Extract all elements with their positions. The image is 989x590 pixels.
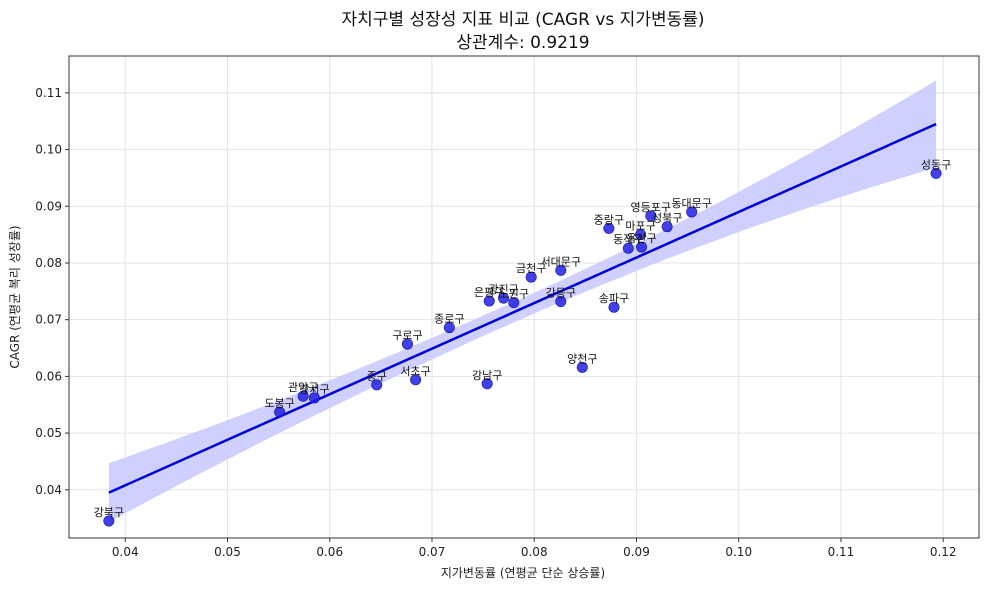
data-point	[103, 515, 115, 527]
data-point	[371, 379, 383, 391]
data-point	[661, 221, 673, 233]
chart-subtitle: 상관계수: 0.9219	[456, 33, 589, 53]
confidence-band-area	[108, 80, 937, 523]
data-point	[410, 374, 422, 386]
data-point	[645, 210, 657, 222]
point-label: 서초구	[400, 365, 430, 378]
x-tick-label: 0.08	[521, 545, 548, 559]
point-label: 성동구	[921, 158, 951, 171]
point-label: 관악구	[288, 381, 318, 394]
chart-title: 자치구별 성장성 지표 비교 (CAGR vs 지가변동률)	[341, 10, 704, 30]
regression-line-path	[108, 122, 937, 494]
point-label: 강북구	[94, 506, 124, 519]
x-tick-label: 0.05	[214, 545, 241, 559]
point-label: 강동구	[546, 287, 576, 300]
data-point	[930, 167, 942, 179]
data-point	[608, 301, 620, 313]
data-point	[555, 264, 567, 276]
y-tick-label: 0.04	[35, 483, 62, 497]
y-tick-label: 0.05	[35, 426, 62, 440]
plot-frame	[68, 55, 980, 539]
x-axis-ticks: 0.04 0.05 0.06 0.07 0.08 0.09 0.10 0.11 0.12	[112, 538, 957, 559]
x-tick-label: 0.07	[419, 545, 446, 559]
point-label: 금천구	[516, 261, 546, 275]
data-point	[274, 406, 286, 418]
data-point	[636, 241, 648, 253]
data-point	[401, 338, 413, 350]
point-label: 동대문구	[671, 197, 711, 210]
y-tick-label: 0.07	[35, 313, 62, 327]
x-axis-label: 지가변동률 (연평균 단순 상승률)	[441, 566, 605, 580]
point-label: 서대문구	[541, 255, 581, 268]
y-axis-label: CAGR (연평균 복리 성장률)	[8, 225, 22, 368]
data-point	[622, 242, 634, 254]
x-tick-label: 0.04	[112, 545, 139, 559]
point-label: 동작구	[613, 233, 643, 246]
point-label: 용산구	[626, 232, 656, 245]
point-label: 강서구	[299, 383, 329, 396]
data-point	[686, 206, 698, 218]
data-point	[483, 295, 495, 307]
point-label: 광진구	[488, 283, 518, 296]
y-tick-label: 0.11	[35, 86, 62, 100]
data-point	[498, 292, 510, 304]
point-label: 구로구	[392, 329, 422, 342]
data-point	[508, 297, 520, 309]
point-label: 중구	[367, 370, 387, 383]
regression-line	[108, 122, 937, 494]
y-axis-ticks: 0.04 0.05 0.06 0.07 0.08 0.09 0.10 0.11	[35, 86, 69, 497]
point-label: 성북구	[652, 212, 682, 225]
point-label: 양천구	[567, 351, 597, 365]
x-tick-label: 0.11	[828, 545, 855, 559]
point-label: 마포구	[625, 220, 655, 233]
x-tick-label: 0.12	[930, 545, 957, 559]
data-point	[481, 378, 493, 390]
point-label: 영등포구	[631, 201, 671, 214]
data-point	[603, 222, 615, 234]
y-tick-label: 0.08	[35, 256, 62, 270]
data-point	[555, 296, 567, 308]
point-label: 은평구	[474, 286, 504, 299]
point-label: 중랑구	[594, 213, 624, 226]
data-point	[297, 390, 309, 402]
y-tick-label: 0.09	[35, 199, 62, 213]
data-point	[635, 229, 647, 241]
data-point	[308, 392, 320, 404]
point-label: 종로구	[434, 313, 464, 326]
x-tick-label: 0.10	[725, 545, 752, 559]
y-tick-label: 0.06	[35, 369, 62, 383]
point-label: 강남구	[472, 369, 502, 382]
point-label: 송파구	[599, 292, 629, 305]
data-points	[103, 167, 942, 527]
x-tick-label: 0.06	[316, 545, 343, 559]
y-tick-label: 0.10	[35, 143, 62, 157]
x-tick-label: 0.09	[623, 545, 650, 559]
confidence-band	[108, 80, 937, 523]
data-point	[443, 322, 455, 334]
point-label: 도봉구	[264, 397, 294, 410]
data-point	[576, 361, 588, 373]
data-point	[525, 271, 537, 283]
point-label: 노원구	[499, 288, 529, 301]
